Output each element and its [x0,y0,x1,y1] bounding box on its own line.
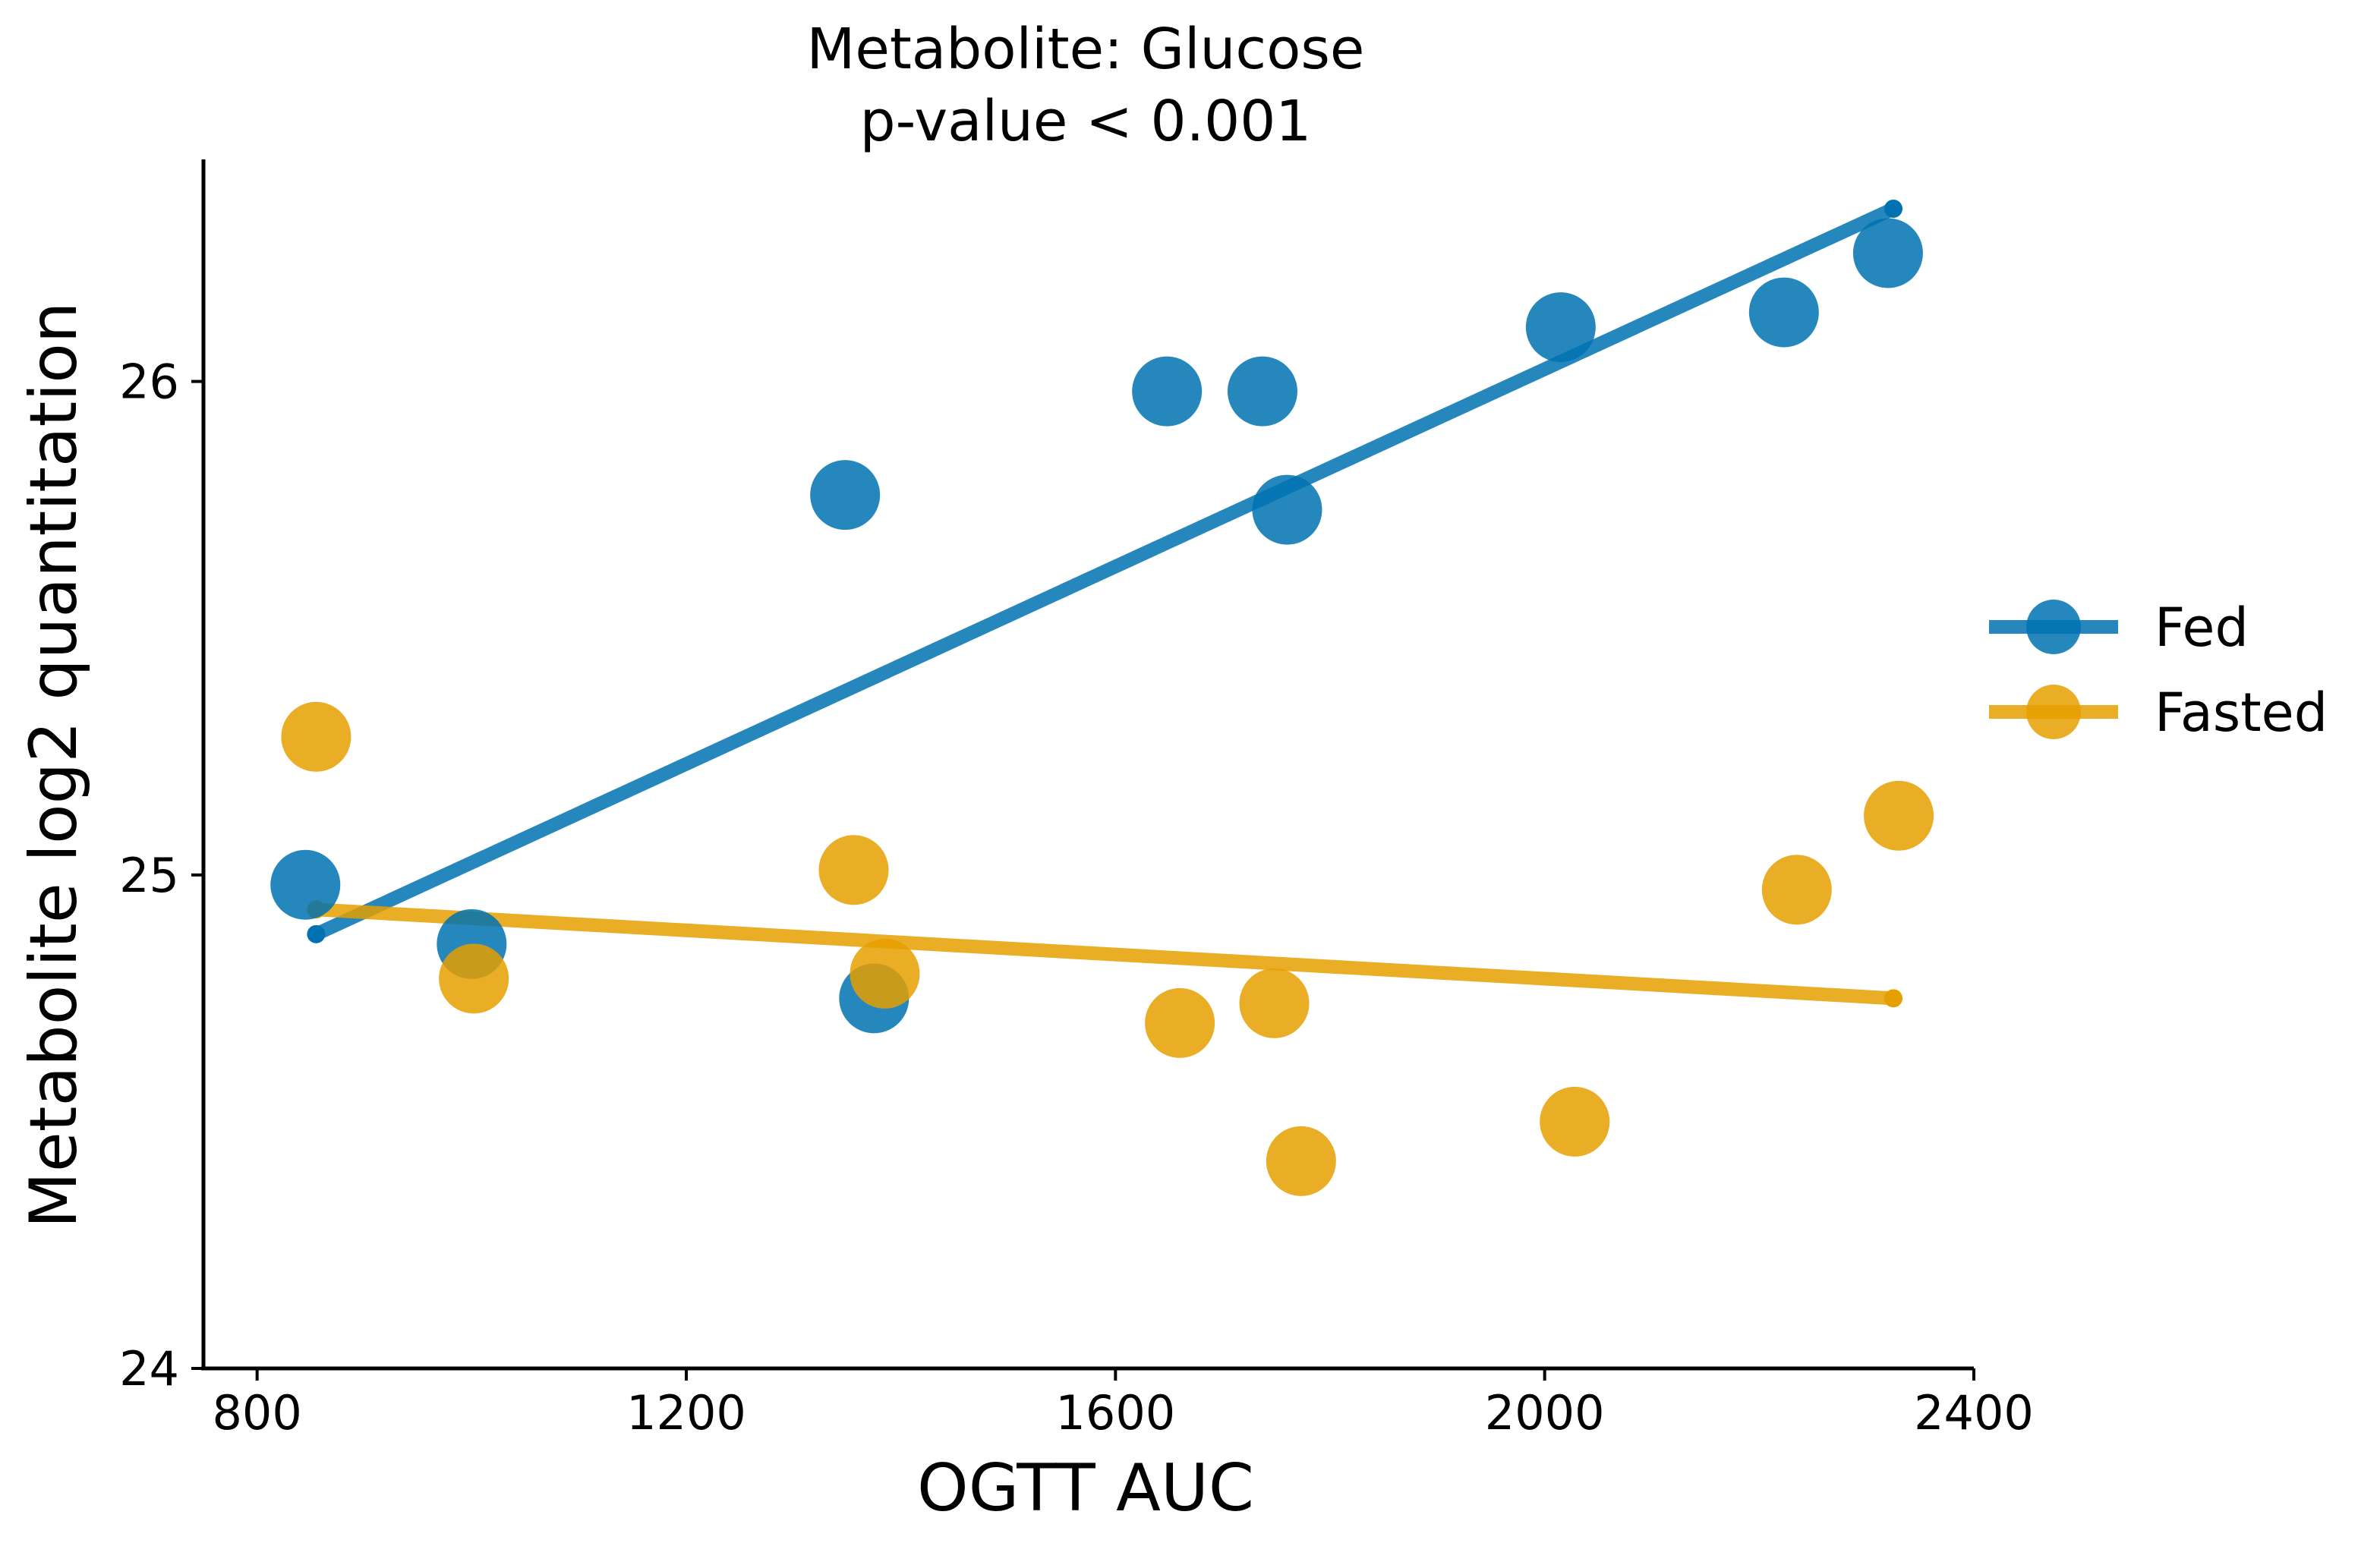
fasted-point-7 [1266,1126,1336,1196]
x-ticks: 800 1200 1600 2000 2400 [212,1368,2034,1441]
y-tick-label-26: 26 [119,354,179,410]
fasted-point-6 [1239,968,1310,1038]
fed-point-6 [1227,356,1297,427]
fasted-point-2 [439,943,509,1014]
x-tick-label-2400: 2400 [1914,1385,2034,1441]
legend-fasted-label: Fasted [2155,682,2328,744]
fasted-fit-line [315,902,1894,1006]
fasted-fit-endpoint-2 [1884,989,1902,1008]
fasted-point-9 [1761,855,1832,925]
fed-point-8 [1525,292,1596,363]
fasted-point-10 [1864,780,1934,851]
fed-point-3 [810,460,881,531]
y-tick-label-24: 24 [119,1341,179,1397]
fasted-point-4 [850,938,920,1009]
chart-title: Metabolite: Glucose [807,17,1365,82]
y-ticks: 24 25 26 [119,354,203,1397]
fed-point-1 [270,849,341,920]
x-tick-label-800: 800 [212,1385,301,1441]
y-axis-label: Metabolite log2 quantitation [16,302,92,1229]
legend-fasted-marker [2026,685,2081,739]
x-axis-label: OGTT AUC [917,1450,1254,1526]
fasted-point-8 [1540,1086,1610,1157]
chart-subtitle: p-value < 0.001 [860,89,1312,154]
legend-fed-marker [2026,600,2081,654]
x-tick-label-1600: 1600 [1055,1385,1175,1441]
data-points [270,218,1934,1196]
fed-point-7 [1252,474,1322,545]
fasted-point-5 [1145,987,1215,1058]
y-tick-label-25: 25 [119,848,179,903]
x-tick-label-1200: 1200 [626,1385,746,1441]
legend-fed-label: Fed [2155,597,2249,659]
fed-fit-line [313,202,1896,940]
fed-point-5 [1132,356,1203,427]
fasted-point-3 [818,835,889,905]
fed-point-9 [1748,277,1819,348]
legend: Fed Fasted [1989,597,2328,744]
fed-fit-endpoint-1 [307,924,326,943]
fed-point-10 [1852,218,1923,288]
fasted-point-1 [281,701,351,772]
fed-fit-endpoint-2 [1884,200,1902,219]
fit-lines [307,200,1902,1008]
x-tick-label-2000: 2000 [1485,1385,1605,1441]
